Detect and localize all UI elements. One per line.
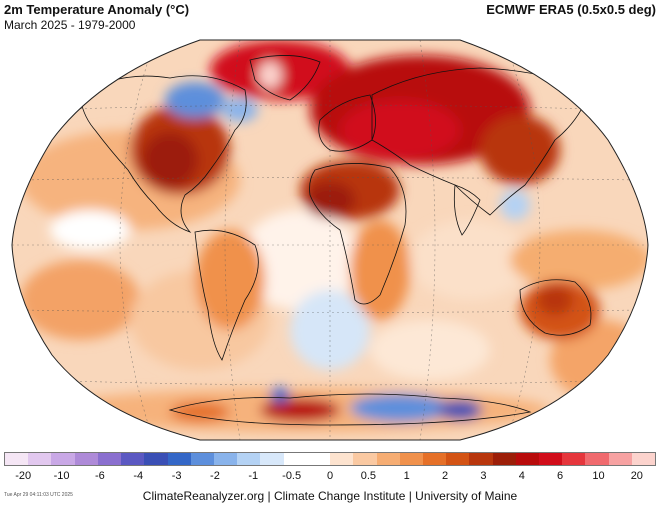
legend-swatch	[515, 453, 540, 465]
legend-swatch	[469, 453, 493, 465]
legend-swatch	[330, 453, 354, 465]
legend-swatch	[608, 453, 632, 465]
legend-swatch	[28, 453, 52, 465]
legend-swatch	[562, 453, 586, 465]
legend-swatch	[121, 453, 145, 465]
legend-tick-label: -1	[248, 470, 259, 482]
legend-tick-label: -2	[210, 470, 220, 482]
legend-swatch	[51, 453, 75, 465]
legend-tick-label: -4	[133, 470, 144, 482]
legend-tick-label: 0	[326, 470, 334, 482]
graticule	[12, 40, 648, 440]
legend-tick-label: -20	[15, 470, 32, 482]
legend-tick-label: -10	[53, 470, 70, 482]
legend-swatch	[283, 453, 307, 465]
legend-tick-label: -6	[94, 470, 105, 482]
dataset-label: ECMWF ERA5 (0.5x0.5 deg)	[486, 2, 656, 17]
legend-tick-label: -3	[171, 470, 182, 482]
legend-swatch	[144, 453, 168, 465]
legend-tick-label: 6	[557, 470, 564, 482]
render-timestamp: Tue Apr 29 04:11:03 UTC 2025	[4, 492, 73, 498]
map-title: 2m Temperature Anomaly (°C)	[4, 2, 190, 17]
globe-outline	[11, 39, 649, 441]
legend-tick-label: 1	[403, 470, 410, 482]
legend-tick-label: 10	[592, 470, 605, 482]
legend-swatch	[97, 453, 122, 465]
legend-swatch	[306, 453, 331, 465]
legend-swatch	[422, 453, 447, 465]
legend-tick-label: 20	[630, 470, 643, 482]
legend-swatch	[237, 453, 261, 465]
legend-swatch	[74, 453, 98, 465]
legend-swatch	[167, 453, 191, 465]
legend-swatch	[213, 453, 238, 465]
legend-tick-label: 4	[518, 470, 525, 482]
legend-tick-label: 0.5	[360, 470, 376, 482]
legend-swatch	[585, 453, 609, 465]
color-legend-labels: -20 -10 -6 -4 -3 -2 -1 -0.5 0 0.5 1 2 3 4 6 10 20	[4, 470, 656, 484]
legend-swatch	[492, 453, 516, 465]
map-period: March 2025 - 1979-2000	[4, 18, 136, 32]
anomaly-map	[11, 39, 649, 441]
legend-tick-label: 2	[441, 470, 449, 482]
coastlines	[79, 55, 592, 426]
legend-tick-label: -0.5	[282, 470, 302, 482]
legend-tick-label: 3	[480, 470, 487, 482]
legend-swatch	[631, 453, 656, 465]
legend-swatch	[5, 453, 29, 465]
legend-swatch	[190, 453, 214, 465]
credits-line: ClimateReanalyzer.org | Climate Change I…	[142, 489, 518, 503]
legend-swatch	[399, 453, 423, 465]
legend-swatch	[260, 453, 284, 465]
legend-swatch	[353, 453, 377, 465]
legend-swatch	[539, 453, 563, 465]
legend-swatch	[446, 453, 470, 465]
color-legend-bar	[4, 452, 656, 466]
legend-swatch	[376, 453, 400, 465]
